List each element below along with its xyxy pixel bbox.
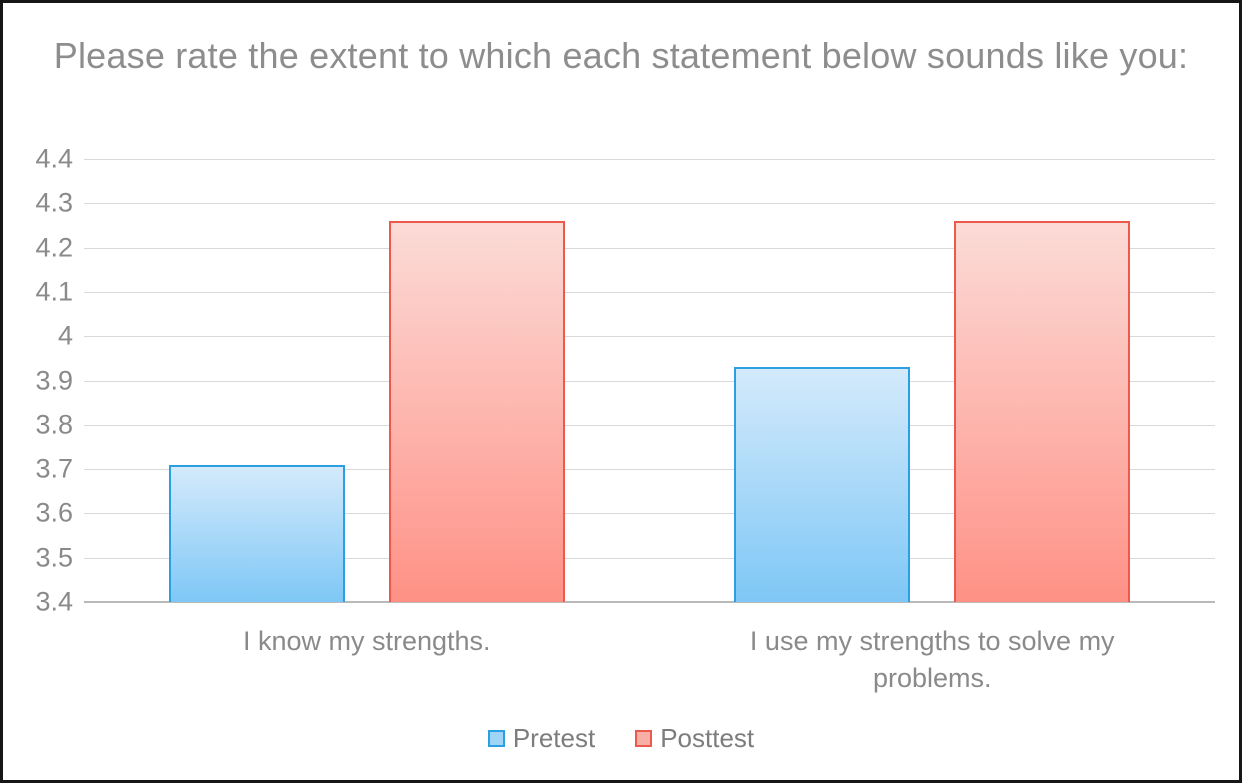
y-tick-label: 3.5 bbox=[35, 542, 73, 573]
y-tick-label: 3.4 bbox=[35, 586, 73, 617]
bars-row bbox=[84, 159, 1215, 602]
legend: Pretest Posttest bbox=[3, 723, 1239, 754]
y-tick-label: 4.3 bbox=[35, 187, 73, 218]
gridline bbox=[84, 380, 1215, 382]
y-tick-label: 3.6 bbox=[35, 497, 73, 528]
y-tick-label: 3.9 bbox=[35, 365, 73, 395]
y-tick-label: 4 bbox=[57, 320, 73, 351]
gridline bbox=[84, 424, 1215, 426]
gridline bbox=[84, 159, 1215, 160]
legend-swatch-pretest bbox=[487, 730, 505, 747]
bar-group-2 bbox=[650, 159, 1216, 602]
legend-item-pretest: Pretest bbox=[487, 723, 596, 754]
y-tick-label: 4.1 bbox=[35, 276, 73, 307]
bar-pretest-category-1 bbox=[168, 464, 345, 602]
bar-group-1 bbox=[84, 159, 650, 602]
bar-pretest-category-2 bbox=[734, 367, 911, 602]
category-label-2: I use my strengths to solve my problems. bbox=[749, 626, 1115, 693]
legend-swatch-posttest bbox=[635, 730, 653, 747]
bar-posttest-category-2 bbox=[954, 221, 1131, 602]
category-label-1: I know my strengths. bbox=[242, 626, 491, 656]
plot-area bbox=[84, 159, 1215, 603]
bar-posttest-category-1 bbox=[388, 221, 565, 602]
gridline bbox=[84, 513, 1215, 515]
y-tick-label: 3.7 bbox=[35, 453, 73, 484]
y-axis: 4.4 4.3 4.2 4.1 4 3.9 3.8 3.7 3.6 3.5 3.4 bbox=[3, 144, 73, 617]
gridline bbox=[84, 469, 1215, 471]
y-tick-label: 3.8 bbox=[35, 409, 73, 440]
x-axis-line bbox=[84, 601, 1215, 603]
legend-item-posttest: Posttest bbox=[635, 723, 754, 754]
legend-label-posttest: Posttest bbox=[660, 723, 755, 753]
gridline bbox=[84, 336, 1215, 338]
y-tick-label: 4.4 bbox=[35, 143, 73, 174]
legend-label-pretest: Pretest bbox=[512, 723, 596, 753]
y-tick-label: 4.2 bbox=[35, 232, 73, 263]
gridline bbox=[84, 291, 1215, 293]
gridline bbox=[84, 557, 1215, 559]
x-axis-labels: I know my strengths. I use my strengths … bbox=[84, 623, 1215, 697]
gridline bbox=[84, 203, 1215, 205]
gridline bbox=[84, 247, 1215, 249]
chart-title: Please rate the extent to which each sta… bbox=[53, 35, 1189, 76]
